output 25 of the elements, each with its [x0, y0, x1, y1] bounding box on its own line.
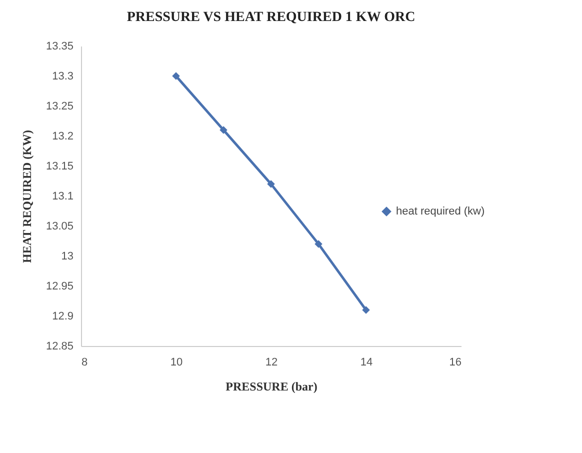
point	[172, 72, 180, 80]
point	[362, 306, 370, 314]
y-tick-label: 13.1	[52, 190, 74, 202]
point	[267, 180, 275, 188]
x-tick-label: 10	[170, 356, 183, 368]
y-tick-label: 13.25	[46, 100, 74, 112]
y-tick-label: 13	[61, 250, 74, 262]
y-tick-label: 12.95	[46, 280, 74, 292]
y-tick-label: 13.2	[52, 130, 74, 142]
point	[314, 240, 322, 248]
chart-title: PRESSURE VS HEAT REQUIRED 1 KW ORC	[126, 10, 416, 25]
y-tick-label: 12.85	[46, 340, 74, 352]
x-tick-label: 12	[265, 356, 278, 368]
x-tick-label: 14	[360, 356, 373, 368]
y-axis-title: HEAT REQUIRED (KW)	[20, 130, 34, 263]
y-tick-label: 13.05	[46, 220, 74, 232]
x-tick-label: 16	[449, 356, 462, 368]
y-tick-label: 13.3	[52, 70, 74, 82]
y-tick-label: 12.9	[52, 310, 74, 322]
y-tick-label: 13.35	[46, 40, 74, 52]
x-tick-label: 8	[82, 356, 88, 368]
point	[220, 126, 228, 134]
legend-label: heat required (kw)	[396, 206, 485, 218]
x-axis-title: PRESSURE (bar)	[226, 380, 318, 394]
y-tick-label: 13.15	[46, 160, 74, 172]
